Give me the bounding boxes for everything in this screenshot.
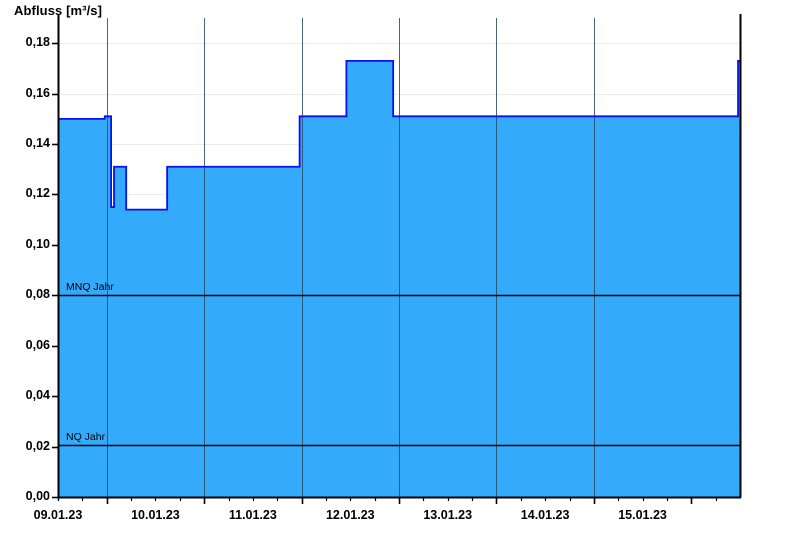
reference-lines <box>58 294 740 447</box>
x-axis-ticks <box>57 497 718 504</box>
y-tick-label: 0,10 <box>25 236 50 251</box>
series-outline-abfluss <box>58 59 740 211</box>
reference-line-label: NQ Jahr <box>66 431 106 444</box>
x-tick-label: 09.01.23 <box>33 508 83 522</box>
x-tick-label: 15.01.23 <box>618 508 667 522</box>
chart-title: Abfluss [m³/s] <box>14 3 103 18</box>
y-tick-label: 0,18 <box>25 35 50 50</box>
vertical-gridlines <box>107 18 595 497</box>
y-tick-label: 0,02 <box>25 438 50 453</box>
y-tick-label: 0,04 <box>25 388 50 403</box>
x-tick-label: 12.01.23 <box>325 508 375 522</box>
y-tick-label: 0,06 <box>25 337 50 352</box>
reference-line-label: MNQ Jahr <box>66 281 114 294</box>
x-tick-label: 11.01.23 <box>228 508 277 522</box>
y-tick-label: 0,16 <box>25 85 50 100</box>
x-tick-label: 13.01.23 <box>423 508 473 522</box>
x-tick-label: 14.01.23 <box>520 508 570 522</box>
y-axis-ticks <box>52 42 58 499</box>
y-tick-label: 0,00 <box>25 489 50 503</box>
x-tick-label: 10.01.23 <box>131 508 180 522</box>
y-tick-label: 0,14 <box>25 136 50 151</box>
y-tick-label: 0,08 <box>25 287 50 302</box>
y-tick-label: 0,12 <box>25 186 50 201</box>
